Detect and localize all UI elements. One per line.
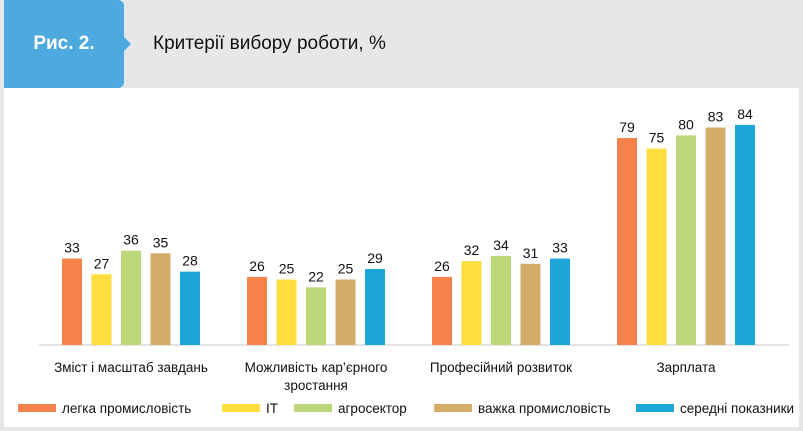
category-label: Зміст і масштаб завдань (54, 360, 208, 375)
legend-label: IT (266, 401, 278, 416)
data-label: 32 (464, 242, 480, 258)
bar (247, 276, 267, 345)
data-label: 83 (708, 109, 724, 125)
bar (705, 127, 726, 345)
category-label: Зарплата (656, 360, 716, 375)
header-band (4, 0, 799, 88)
data-label: 35 (153, 234, 169, 250)
legend-label: легка промисловість (62, 401, 191, 416)
bar (121, 250, 141, 345)
data-label: 34 (493, 237, 509, 253)
data-label: 36 (123, 232, 139, 248)
data-label: 29 (367, 250, 383, 266)
bar (365, 269, 385, 345)
bar (180, 271, 200, 345)
data-label: 31 (523, 245, 539, 261)
data-label: 33 (552, 240, 568, 256)
data-label: 75 (649, 130, 665, 146)
data-label: 28 (182, 253, 198, 269)
data-label: 22 (308, 268, 324, 284)
bar (617, 138, 637, 345)
bar-chart: 33 27 36 35 28 Зміст і масштаб завдань 26 25 22 2… (18, 106, 794, 416)
figure-tab (4, 0, 124, 88)
legend-swatch (222, 404, 260, 412)
bar (306, 287, 326, 345)
bar (150, 253, 171, 345)
bar (62, 258, 82, 345)
data-label: 25 (279, 261, 295, 277)
bar (276, 279, 297, 345)
data-label: 26 (434, 258, 450, 274)
legend-label: середні показники (680, 401, 794, 416)
bar (676, 135, 696, 345)
legend-swatch (434, 404, 472, 412)
tab-arrow (124, 37, 131, 51)
bar (520, 263, 541, 345)
data-label: 80 (678, 116, 694, 132)
bar (432, 276, 452, 345)
category-label: зростання (284, 378, 348, 393)
bar (646, 148, 667, 345)
category-label: Професійний розвиток (430, 360, 572, 375)
legend-swatch (294, 404, 332, 412)
bar (491, 255, 511, 345)
legend-swatch (18, 404, 56, 412)
bar (91, 274, 112, 345)
figure-label: Рис. 2. (33, 33, 95, 54)
data-label: 79 (619, 119, 635, 135)
bar (735, 124, 755, 345)
data-label: 84 (737, 106, 753, 122)
chart-title: Критерії вибору роботи, % (153, 33, 386, 54)
data-label: 25 (338, 261, 354, 277)
data-label: 33 (64, 240, 80, 256)
data-label: 27 (94, 255, 110, 271)
legend-label: агросектор (338, 401, 407, 416)
bar (335, 279, 356, 345)
bar (461, 261, 482, 345)
legend-label: важка промисловість (478, 401, 611, 416)
data-label: 26 (249, 258, 265, 274)
bar (550, 258, 570, 345)
category-label: Можливість кар’єрного (245, 360, 388, 375)
legend-swatch (636, 404, 674, 412)
